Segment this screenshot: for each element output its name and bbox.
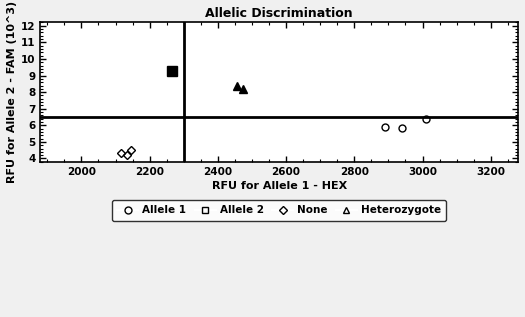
- Legend: Allele 1, Allele 2, None, Heterozygote: Allele 1, Allele 2, None, Heterozygote: [112, 200, 446, 221]
- Title: Allelic Discrimination: Allelic Discrimination: [205, 7, 353, 20]
- Y-axis label: RFU for Allele 2 - FAM (10^3): RFU for Allele 2 - FAM (10^3): [7, 1, 17, 183]
- X-axis label: RFU for Allele 1 - HEX: RFU for Allele 1 - HEX: [212, 181, 347, 191]
